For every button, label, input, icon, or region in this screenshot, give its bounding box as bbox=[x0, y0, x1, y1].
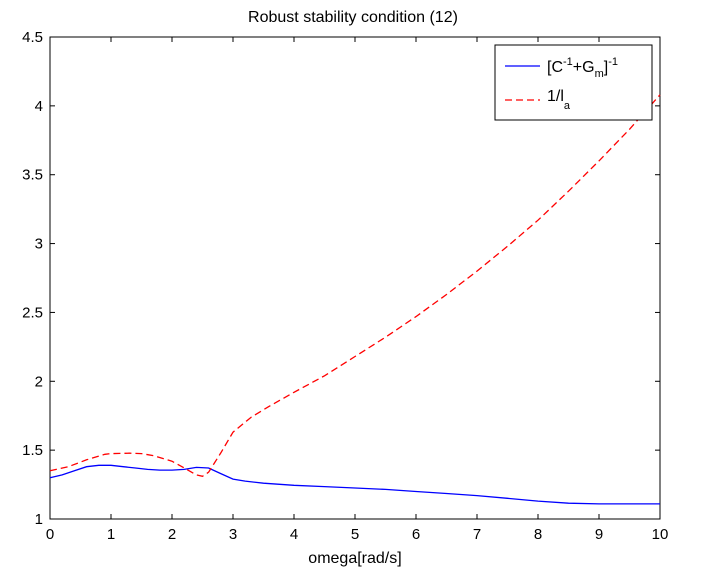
y-tick-label: 1.5 bbox=[22, 442, 43, 459]
chart-title: Robust stability condition (12) bbox=[248, 9, 458, 26]
y-tick-label: 4.5 bbox=[22, 29, 43, 46]
x-tick-label: 1 bbox=[107, 526, 115, 543]
series-line-1 bbox=[49, 464, 660, 505]
x-axis-label: omega[rad/s] bbox=[308, 550, 401, 567]
y-tick-label: 2.5 bbox=[22, 304, 43, 321]
x-tick-label: 8 bbox=[534, 526, 542, 543]
y-tick-label: 3.5 bbox=[22, 167, 43, 184]
series-line-2 bbox=[49, 94, 661, 477]
y-tick-label: 3 bbox=[35, 236, 43, 253]
x-tick-label: 10 bbox=[652, 526, 669, 543]
x-tick-label: 2 bbox=[168, 526, 176, 543]
y-tick-label: 4 bbox=[35, 98, 43, 115]
y-tick-label: 1 bbox=[35, 511, 43, 528]
x-tick-label: 0 bbox=[46, 526, 54, 543]
x-tick-label: 3 bbox=[229, 526, 237, 543]
x-tick-label: 6 bbox=[412, 526, 420, 543]
series-layer bbox=[49, 94, 661, 505]
legend: [C-1+Gm]-1 1/la bbox=[494, 44, 653, 121]
x-tick-label: 9 bbox=[595, 526, 603, 543]
x-tick-label: 7 bbox=[473, 526, 481, 543]
y-tick-label: 2 bbox=[35, 373, 43, 390]
x-tick-label: 5 bbox=[351, 526, 359, 543]
legend-box bbox=[494, 44, 653, 121]
x-tick-label: 4 bbox=[290, 526, 298, 543]
